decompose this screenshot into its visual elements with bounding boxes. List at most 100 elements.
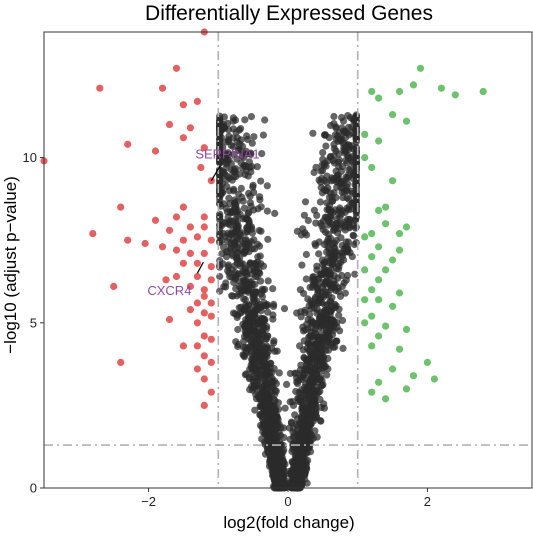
x-axis-label: log2(fold change)	[223, 513, 354, 532]
ns-point	[235, 146, 243, 155]
ns-points-layer	[216, 111, 360, 492]
ns-point	[230, 173, 238, 181]
up-regulated-point	[395, 87, 404, 96]
up-regulated-point	[382, 203, 390, 211]
ns-point	[352, 170, 360, 178]
ns-point	[259, 317, 268, 325]
ns-point	[310, 168, 318, 177]
x-axis: −2 0 2	[141, 488, 431, 509]
ns-point	[315, 296, 323, 304]
significant-points-layer	[40, 28, 487, 409]
ns-point	[240, 239, 248, 248]
ns-point	[216, 178, 224, 186]
down-regulated-point	[200, 286, 208, 294]
ns-point	[324, 230, 332, 238]
ns-point	[335, 262, 343, 270]
up-regulated-point	[368, 87, 376, 96]
ns-point	[249, 327, 258, 335]
up-regulated-point	[361, 154, 369, 162]
ns-point	[263, 350, 271, 358]
ns-point	[271, 397, 279, 405]
ns-point	[352, 113, 360, 121]
ns-point	[331, 300, 339, 308]
down-regulated-point	[193, 319, 201, 327]
ns-point	[240, 295, 248, 303]
up-regulated-point	[389, 177, 397, 185]
ns-point	[236, 140, 244, 148]
down-regulated-point	[200, 249, 208, 257]
ns-point	[216, 213, 224, 221]
ns-point	[299, 371, 307, 379]
down-regulated-point	[186, 223, 194, 231]
up-regulated-point	[361, 130, 369, 138]
ns-point	[275, 369, 283, 377]
ns-point	[264, 235, 272, 243]
ns-point	[227, 245, 235, 253]
ns-point	[349, 232, 358, 240]
up-regulated-point	[416, 64, 425, 72]
down-regulated-point	[179, 236, 187, 244]
ns-point	[241, 279, 249, 287]
ns-point	[322, 278, 330, 286]
ns-point	[327, 307, 335, 315]
ns-point	[216, 272, 224, 281]
down-regulated-point	[197, 163, 205, 172]
ns-point	[303, 465, 311, 473]
down-regulated-point	[124, 236, 132, 244]
up-regulated-point	[375, 243, 383, 251]
ns-point	[319, 149, 327, 157]
ns-point	[301, 438, 309, 446]
ns-point	[256, 403, 264, 411]
ns-point	[265, 450, 274, 458]
ns-point	[279, 424, 288, 432]
ns-point	[263, 182, 271, 190]
ns-point	[236, 262, 244, 270]
ns-point	[348, 189, 356, 197]
down-regulated-point	[207, 388, 215, 396]
ns-point	[321, 159, 329, 167]
ns-point	[269, 302, 278, 310]
ns-point	[291, 474, 299, 482]
up-regulated-point	[382, 220, 390, 228]
ns-point	[307, 374, 315, 383]
ns-point	[291, 411, 299, 419]
ns-point	[277, 431, 285, 439]
ns-point	[278, 470, 287, 478]
ns-point	[320, 131, 329, 139]
up-regulated-point	[368, 230, 376, 238]
ns-point	[235, 126, 243, 134]
ns-point	[335, 311, 343, 319]
ns-point	[247, 113, 255, 121]
ns-point	[262, 335, 270, 343]
ns-point	[263, 301, 271, 309]
ns-point	[234, 325, 242, 334]
ns-point	[262, 404, 270, 412]
ns-point	[292, 387, 300, 396]
ns-point	[216, 238, 224, 246]
ns-point	[259, 421, 268, 429]
ns-point	[303, 479, 311, 487]
ns-point	[304, 216, 312, 225]
ns-point	[230, 185, 238, 193]
ns-point	[350, 240, 359, 249]
ns-point	[306, 421, 314, 429]
ns-point	[256, 252, 264, 260]
y-axis: 0 5 10	[23, 150, 44, 496]
ns-point	[216, 115, 224, 123]
ns-point	[301, 229, 309, 237]
ns-point	[317, 314, 325, 323]
ns-point	[216, 224, 224, 233]
ns-point	[323, 248, 331, 256]
ns-point	[321, 336, 329, 344]
down-regulated-point	[151, 216, 160, 224]
y-axis-label: −log10 (adjust p−value)	[1, 176, 20, 354]
ns-point	[345, 166, 353, 174]
down-regulated-point	[158, 84, 167, 92]
x-tick-label: −2	[141, 494, 156, 509]
ns-point	[316, 309, 324, 317]
ns-point	[257, 177, 265, 185]
down-regulated-point	[207, 358, 215, 366]
down-regulated-point	[193, 272, 201, 281]
ns-point	[305, 339, 313, 347]
